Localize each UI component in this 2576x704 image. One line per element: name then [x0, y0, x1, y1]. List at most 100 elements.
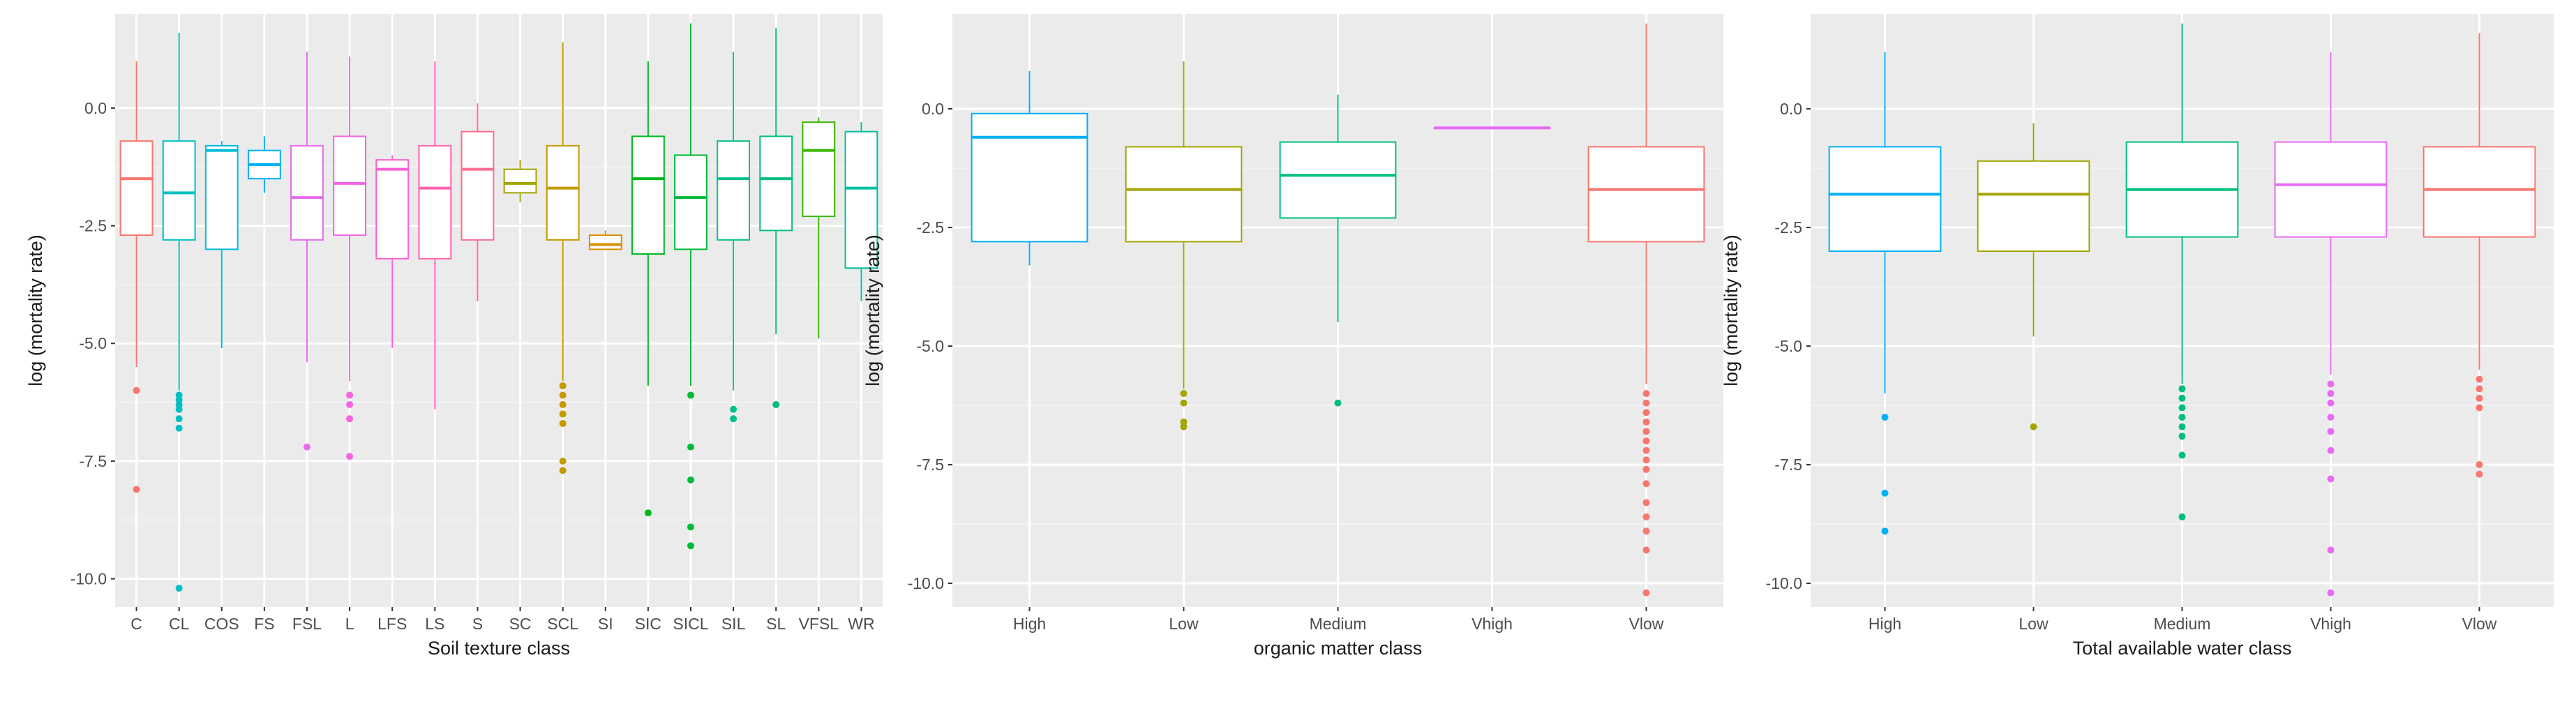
x-tick-label-cos: COS [204, 615, 239, 633]
outlier-point [687, 523, 694, 531]
y-tick-label: 0.0 [922, 100, 944, 118]
iqr-box [759, 135, 793, 232]
box-ls [418, 61, 452, 410]
outlier-point [1642, 399, 1650, 407]
outlier-point [2327, 380, 2335, 388]
y-axis-title: log (mortality rate) [1721, 234, 1742, 387]
outlier-point [1642, 418, 1650, 426]
outlier-point [2178, 423, 2186, 430]
outlier-point [175, 424, 183, 432]
x-tick-label-c: C [130, 615, 142, 633]
y-tick-label: -5.0 [1774, 337, 1802, 355]
box-medium [2125, 23, 2239, 520]
outlier-point [1881, 527, 1889, 535]
iqr-box [162, 140, 196, 241]
x-tick-label-vfsl: VFSL [799, 615, 839, 633]
box-cl [162, 32, 196, 592]
outlier-point [1642, 499, 1650, 507]
iqr-box [1125, 146, 1243, 243]
outlier-point [687, 542, 694, 550]
box-lfs [375, 155, 410, 348]
box-vhigh [2274, 52, 2388, 597]
x-tick-label-l: L [345, 615, 354, 633]
box-vlow [1587, 23, 1705, 597]
y-tick-label: -5.0 [79, 334, 107, 352]
box-fs [247, 136, 281, 193]
outlier-point [346, 453, 354, 460]
y-tick-label: -7.5 [1774, 456, 1802, 474]
iqr-box [1279, 141, 1397, 219]
outlier-point [1642, 456, 1650, 464]
outlier-point [559, 467, 567, 474]
outlier-point [2327, 546, 2335, 554]
outlier-point [133, 387, 140, 394]
outlier-point [346, 400, 354, 408]
box-c [119, 61, 153, 493]
box-sc [503, 160, 537, 202]
outlier-point [2327, 428, 2335, 435]
outlier-point [2178, 385, 2186, 393]
y-axis-title: log (mortality rate) [25, 234, 46, 387]
outlier-point [1180, 390, 1188, 397]
iqr-box [204, 144, 239, 250]
iqr-box [844, 130, 878, 269]
outlier-point [644, 509, 652, 517]
iqr-box [1587, 146, 1705, 243]
x-tick-label-vlow: Vlow [2462, 615, 2497, 633]
y-axis-title: log (mortality rate) [862, 234, 883, 387]
outlier-point [772, 400, 780, 408]
box-cos [204, 141, 239, 348]
iqr-box [631, 135, 665, 255]
iqr-box [717, 140, 751, 241]
outlier-point [346, 391, 354, 399]
x-tick-label-fsl: FSL [292, 615, 322, 633]
x-tick-label-scl: SCL [547, 615, 578, 633]
outlier-point [1642, 527, 1650, 535]
outlier-point [2178, 394, 2186, 402]
outlier-point [2327, 414, 2335, 421]
outlier-point [730, 415, 737, 423]
box-vlow [2423, 33, 2536, 478]
box-vfsl [802, 117, 836, 339]
outlier-point [2327, 390, 2335, 397]
box-fsl [290, 51, 324, 451]
x-tick-label-vlow: Vlow [1629, 615, 1664, 633]
x-tick-label-sl: SL [766, 615, 786, 633]
y-tick-label: -5.0 [916, 337, 944, 355]
outlier-point [1180, 423, 1188, 430]
box-l [333, 56, 367, 460]
chart-soil-texture: 0.0 -2.5 -5.0 -7.5 -10.0 C CL COS FS FSL L LFS LS S SC… [25, 14, 883, 659]
outlier-point [175, 415, 183, 423]
iqr-box [1977, 160, 2090, 252]
box-sic [631, 61, 665, 517]
outlier-point [2476, 461, 2483, 468]
box-high [971, 70, 1088, 266]
box-low [1125, 61, 1243, 430]
outlier-point [730, 405, 737, 413]
y-tick-label: 0.0 [84, 99, 107, 117]
outlier-point [1642, 390, 1650, 397]
x-axis-title: organic matter class [1254, 638, 1423, 659]
box-sicl [674, 23, 707, 550]
x-tick-label-lfs: LFS [377, 615, 407, 633]
x-tick-label-low: Low [1169, 615, 1199, 633]
outlier-point [1642, 589, 1650, 597]
outlier-point [2178, 451, 2186, 459]
y-tick-label: -10.0 [70, 570, 107, 588]
x-tick-label-sc: SC [509, 615, 532, 633]
box-medium [1279, 94, 1397, 407]
y-tick-label: -10.0 [908, 574, 944, 592]
outlier-point [175, 405, 183, 413]
outlier-point [1180, 399, 1188, 407]
iqr-box [333, 135, 367, 237]
x-tick-label-vhigh: Vhigh [1472, 615, 1513, 633]
outlier-point [2178, 433, 2186, 440]
chart-organic-matter: 0.0 -2.5 -5.0 -7.5 -10.0 High Low Medium Vhigh Vl… [862, 14, 1723, 659]
x-tick-label-high: High [1869, 615, 1901, 633]
box-scl [546, 42, 580, 474]
outlier-point [1881, 489, 1889, 497]
box-low [1977, 123, 2090, 430]
x-tick-label-high: High [1013, 615, 1046, 633]
